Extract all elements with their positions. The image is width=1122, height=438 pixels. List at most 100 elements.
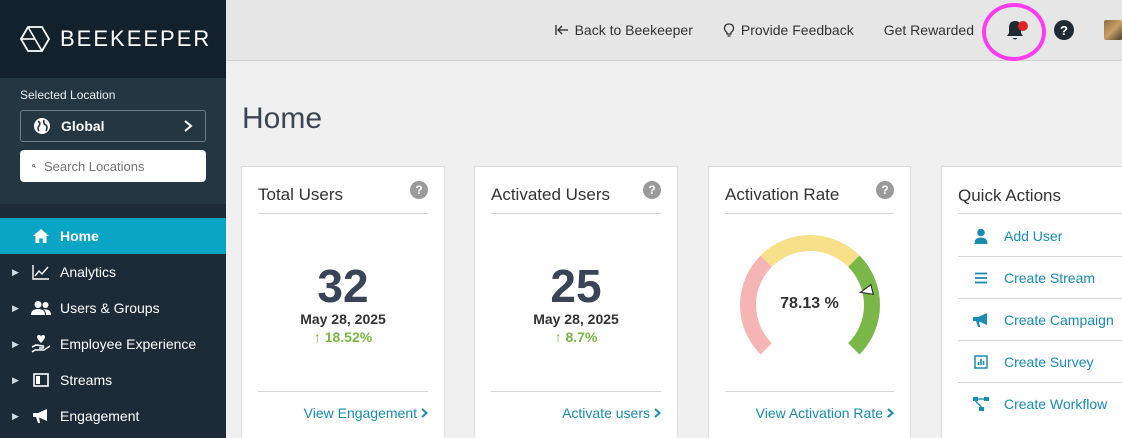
provide-feedback-link[interactable]: Provide Feedback (723, 22, 854, 38)
notification-badge (1018, 21, 1028, 31)
sidebar-item-analytics[interactable]: ▶ Analytics (0, 254, 226, 290)
caret-right-icon: ▶ (12, 374, 19, 385)
card-title: Quick Actions (958, 186, 1061, 205)
sidebar-item-users-groups[interactable]: ▶ Users & Groups (0, 290, 226, 326)
chevron-right-icon (421, 408, 428, 418)
delta-value: 8.7% (565, 329, 598, 345)
survey-icon (958, 354, 1004, 369)
card-title: Activated Users (491, 185, 611, 204)
sidebar-item-home[interactable]: Home (0, 218, 226, 254)
divider (958, 213, 1122, 214)
activated-users-date: May 28, 2025 (533, 311, 619, 327)
view-engagement-link[interactable]: View Engagement (304, 405, 428, 421)
chevron-right-icon (184, 120, 193, 132)
action-label: Add User (1004, 227, 1063, 244)
caret-right-icon: ▶ (12, 338, 19, 349)
sidebar-item-engagement[interactable]: ▶ Engagement (0, 398, 226, 434)
create-survey-action[interactable]: Create Survey (958, 341, 1122, 383)
avatar[interactable] (1104, 20, 1122, 40)
create-campaign-action[interactable]: Create Campaign (958, 299, 1122, 341)
link-label: View Activation Rate (755, 405, 883, 421)
delta-value: 18.52% (324, 329, 373, 345)
gauge-segment-high (847, 255, 880, 355)
activation-rate-card: Activation Rate ? 78.13 % View Activatio… (708, 166, 911, 438)
total-users-card: Total Users ? 32 May 28, 2025 ↑ 18.52% V… (241, 166, 445, 438)
logo[interactable]: BEEKEEPER (0, 0, 226, 78)
users-icon (30, 300, 52, 316)
action-label: Create Workflow (1004, 396, 1108, 412)
gauge-segment-mid (760, 235, 860, 268)
total-users-delta: ↑ 18.52% (242, 329, 444, 345)
help-question-icon[interactable]: ? (410, 181, 428, 199)
create-workflow-action[interactable]: Create Workflow (958, 383, 1122, 425)
megaphone-icon (958, 312, 1004, 328)
globe-icon (34, 118, 50, 134)
beekeeper-logo-icon (20, 26, 50, 52)
divider (491, 213, 661, 214)
location-select[interactable]: Global (20, 110, 206, 142)
activated-users-card: Activated Users ? 25 May 28, 2025 ↑ 8.7%… (474, 166, 678, 438)
card-title: Activation Rate (725, 185, 840, 204)
activation-gauge (740, 235, 880, 355)
view-activation-rate-link[interactable]: View Activation Rate (756, 405, 894, 421)
divider (258, 213, 428, 214)
get-rewarded-link[interactable]: Get Rewarded (884, 22, 974, 38)
rewards-link-label: Get Rewarded (883, 22, 974, 38)
activate-users-link[interactable]: Activate users (562, 405, 661, 421)
sidebar-nav: Home ▶ Analytics ▶ Users & Groups ▶ Empl… (0, 218, 226, 434)
arrow-up-icon: ↑ (554, 329, 562, 345)
quick-actions-card: Quick Actions Add User Create Stream Cre… (941, 166, 1122, 438)
notifications-button[interactable] (982, 1, 1046, 61)
sidebar-item-streams[interactable]: ▶ Streams (0, 362, 226, 398)
activated-users-delta: ↑ 8.7% (475, 329, 677, 345)
link-label: View Engagement (303, 405, 417, 421)
sidebar-item-employee-experience[interactable]: ▶ Employee Experience (0, 326, 226, 362)
chevron-right-icon (887, 408, 894, 418)
location-label: Selected Location (20, 88, 116, 102)
workflow-icon (958, 396, 1004, 412)
divider (491, 391, 661, 392)
activation-rate-value: 78.13 % (780, 295, 839, 312)
link-label: Activate users (562, 405, 650, 421)
caret-right-icon: ▶ (12, 302, 19, 313)
activated-users-value: 25 (550, 260, 602, 312)
list-icon (958, 272, 1004, 284)
location-search-input[interactable] (44, 158, 194, 174)
caret-right-icon: ▶ (12, 410, 19, 421)
caret-right-icon: ▶ (12, 266, 19, 277)
sidebar-item-label: Employee Experience (60, 336, 197, 352)
location-search[interactable] (20, 150, 206, 182)
gauge-pointer (858, 283, 875, 296)
location-section: Selected Location Global (0, 78, 226, 204)
divider (725, 391, 894, 392)
sidebar: BEEKEEPER Selected Location Global (0, 0, 226, 438)
back-to-beekeeper-link[interactable]: Back to Beekeeper (554, 22, 693, 38)
arrow-up-icon: ↑ (313, 329, 321, 345)
feedback-link-label: Provide Feedback (740, 22, 854, 38)
divider (258, 391, 428, 392)
chevron-right-icon (654, 408, 661, 418)
action-label: Create Survey (1004, 353, 1094, 370)
sidebar-item-label: Engagement (60, 408, 140, 424)
logo-text: BEEKEEPER (60, 26, 212, 51)
total-users-date: May 28, 2025 (300, 311, 386, 327)
add-user-action[interactable]: Add User (958, 215, 1122, 257)
help-question-icon[interactable]: ? (876, 181, 894, 199)
help-button[interactable]: ? (1054, 20, 1074, 40)
sidebar-item-label: Users & Groups (60, 300, 160, 316)
top-header: Back to Beekeeper Provide Feedback Get R… (226, 0, 1122, 61)
card-title: Total Users (258, 185, 344, 204)
location-selected-value: Global (61, 118, 105, 134)
back-arrow-icon (554, 25, 568, 35)
create-stream-action[interactable]: Create Stream (958, 257, 1122, 299)
divider (725, 213, 894, 214)
streams-icon (30, 373, 52, 387)
lightbulb-icon (723, 23, 735, 37)
analytics-icon (30, 264, 52, 280)
back-link-label: Back to Beekeeper (574, 22, 693, 38)
help-question-icon[interactable]: ? (643, 181, 661, 199)
user-icon (958, 228, 1004, 244)
highlight-circle (982, 3, 1046, 61)
action-label: Create Stream (1004, 269, 1096, 286)
page-title: Home (242, 102, 323, 135)
